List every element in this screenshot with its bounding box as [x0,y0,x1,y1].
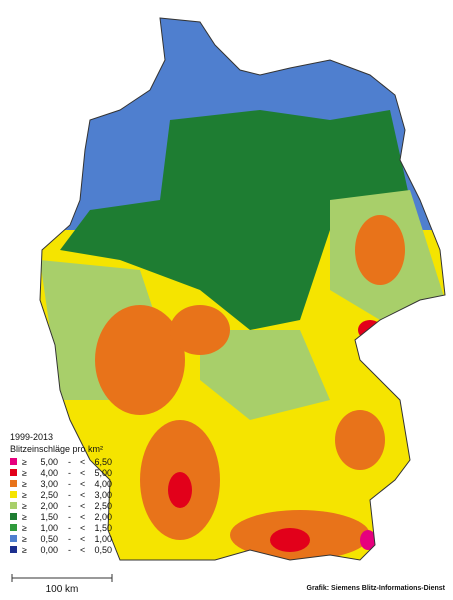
legend-ge: ≥ [22,479,27,489]
legend-from: 5,00 [40,457,58,467]
legend-ge: ≥ [22,457,27,467]
legend-swatch [10,502,17,509]
legend-dash: - [68,501,71,511]
legend-lt: < [80,457,85,467]
legend-lt: < [80,468,85,478]
legend-ge: ≥ [22,545,27,555]
legend-swatch [10,480,17,487]
legend-to: 1,00 [94,534,112,544]
legend-lt: < [80,534,85,544]
legend-from: 2,50 [40,490,58,500]
legend-ge: ≥ [22,534,27,544]
legend-swatch [10,524,17,531]
legend-lt: < [80,479,85,489]
legend-from: 1,00 [40,523,58,533]
legend-to: 1,50 [94,523,112,533]
legend-swatch [10,546,17,553]
legend-from: 4,00 [40,468,58,478]
legend-dash: - [68,468,71,478]
legend-from: 2,00 [40,501,58,511]
legend-title: Blitzeinschläge pro km² [10,444,103,454]
legend-lt: < [80,523,85,533]
legend-from: 0,00 [40,545,58,555]
legend-ge: ≥ [22,512,27,522]
scale-label: 100 km [46,584,79,595]
legend-lt: < [80,501,85,511]
legend-to: 5,00 [94,468,112,478]
legend-swatch [10,469,17,476]
legend-lt: < [80,545,85,555]
legend-ge: ≥ [22,490,27,500]
legend-swatch [10,513,17,520]
legend-lt: < [80,490,85,500]
legend-swatch [10,458,17,465]
legend-dash: - [68,512,71,522]
legend-ge: ≥ [22,523,27,533]
legend-to: 0,50 [94,545,112,555]
legend-swatch [10,535,17,542]
legend-to: 2,50 [94,501,112,511]
legend-ge: ≥ [22,468,27,478]
legend-dash: - [68,457,71,467]
legend-to: 2,00 [94,512,112,522]
legend-lt: < [80,512,85,522]
legend-dash: - [68,523,71,533]
legend-dash: - [68,534,71,544]
legend-from: 0,50 [40,534,58,544]
legend-swatch [10,491,17,498]
legend-dash: - [68,545,71,555]
legend-dash: - [68,490,71,500]
legend-ge: ≥ [22,501,27,511]
legend-dash: - [68,479,71,489]
legend-to: 4,00 [94,479,112,489]
credit: Grafik: Siemens Blitz-Informations-Diens… [307,585,446,592]
legend: 1999-2013 Blitzeinschläge pro km² ≥5,00-… [10,432,112,555]
legend-from: 3,00 [40,479,58,489]
legend-from: 1,50 [40,512,58,522]
legend-to: 6,50 [94,457,112,467]
legend-period: 1999-2013 [10,432,53,442]
legend-to: 3,00 [94,490,112,500]
